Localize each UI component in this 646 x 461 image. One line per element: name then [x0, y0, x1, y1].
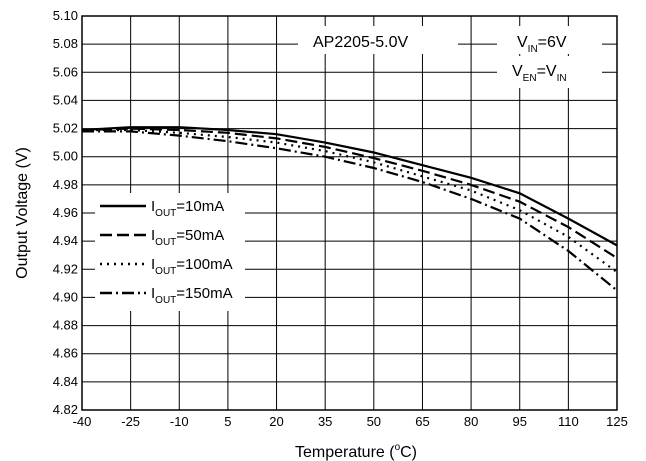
vin-label-bg: [497, 26, 602, 54]
series-line-1: [81, 126, 618, 247]
x-tick-label: 110: [558, 414, 579, 429]
x-tick-label: -10: [170, 414, 189, 429]
ven-eq: =V: [537, 63, 557, 80]
x-axis-title-sup: o: [395, 442, 401, 453]
y-tick-label: 4.98: [53, 177, 78, 192]
y-tick-label: 4.88: [53, 318, 78, 333]
legend-label-sub: OUT: [155, 295, 176, 306]
legend-label-2: IOUT=50mA: [151, 227, 224, 248]
x-tick-label: -25: [121, 414, 140, 429]
legend-label-sub: OUT: [155, 237, 176, 248]
legend-label-rest: =150mA: [176, 285, 232, 302]
legend-label-rest: =100mA: [176, 256, 232, 273]
x-tick-label: 125: [606, 414, 628, 429]
x-axis-title: Temperature (oC): [295, 442, 417, 461]
series-line-2: [81, 127, 618, 259]
y-tick-label: 5.10: [53, 8, 78, 23]
x-axis-title-end: C): [400, 444, 417, 461]
x-axis-title-main: Temperature (: [295, 444, 395, 461]
y-tick-label: 4.84: [53, 374, 78, 389]
y-tick-label: 5.02: [53, 121, 78, 136]
y-tick-labels: 4.82 4.84 4.86 4.88 4.90 4.92 4.94 4.96 4.98 5.00…: [53, 8, 78, 417]
legend-label-main: I: [151, 198, 155, 215]
x-tick-label: 35: [318, 414, 332, 429]
x-tick-label: 65: [415, 414, 429, 429]
x-tick-label: 20: [269, 414, 283, 429]
x-tick-label: 5: [224, 414, 231, 429]
legend-label-3: IOUT=100mA: [151, 256, 233, 277]
y-axis-title: Output Voltage (V): [14, 147, 31, 279]
x-tick-labels: -40 -25 -10 5 20 35 50 65 80 95 110 125: [73, 414, 628, 429]
legend-label-1: IOUT=10mA: [151, 198, 224, 219]
ven-label-bg: [497, 56, 602, 88]
y-tick-label: 4.82: [53, 402, 78, 417]
legend-label-main: I: [151, 256, 155, 273]
y-tick-label: 4.86: [53, 346, 78, 361]
vin-main: V: [517, 34, 528, 51]
legend-bg: [95, 193, 245, 311]
vin-label: VIN=6V: [517, 34, 567, 55]
part-label: AP2205-5.0V: [313, 34, 409, 51]
y-tick-label: 4.90: [53, 289, 78, 304]
legend-label-main: I: [151, 227, 155, 244]
legend-label-main: I: [151, 285, 155, 302]
series-lines: [81, 126, 618, 292]
y-tick-label: 5.04: [53, 92, 78, 107]
ven-sub: EN: [523, 73, 537, 84]
series-line-4: [82, 130, 618, 292]
y-tick-label: 4.94: [53, 233, 78, 248]
y-tick-label: 5.08: [53, 36, 78, 51]
legend-label-rest: =10mA: [176, 198, 224, 215]
x-tick-label: 80: [464, 414, 478, 429]
y-tick-label: 5.06: [53, 64, 78, 79]
ven-label: VEN=VIN: [512, 63, 567, 84]
x-tick-label: 95: [512, 414, 526, 429]
plot-frame: [81, 15, 618, 411]
vin-sub: IN: [528, 44, 538, 55]
legend-label-4: IOUT=150mA: [151, 285, 233, 306]
vin-rest: =6V: [538, 34, 567, 51]
x-tick-label: -40: [73, 414, 92, 429]
y-tick-label: 4.96: [53, 205, 78, 220]
legend-label-sub: OUT: [155, 208, 176, 219]
ven-main: V: [512, 63, 523, 80]
x-tick-label: 50: [367, 414, 381, 429]
y-tick-label: 5.00: [53, 149, 78, 164]
legend-label-sub: OUT: [155, 266, 176, 277]
part-label-bg: [298, 26, 458, 54]
y-tick-label: 4.92: [53, 261, 78, 276]
legend-label-rest: =50mA: [176, 227, 224, 244]
ven-sub2: IN: [557, 73, 567, 84]
